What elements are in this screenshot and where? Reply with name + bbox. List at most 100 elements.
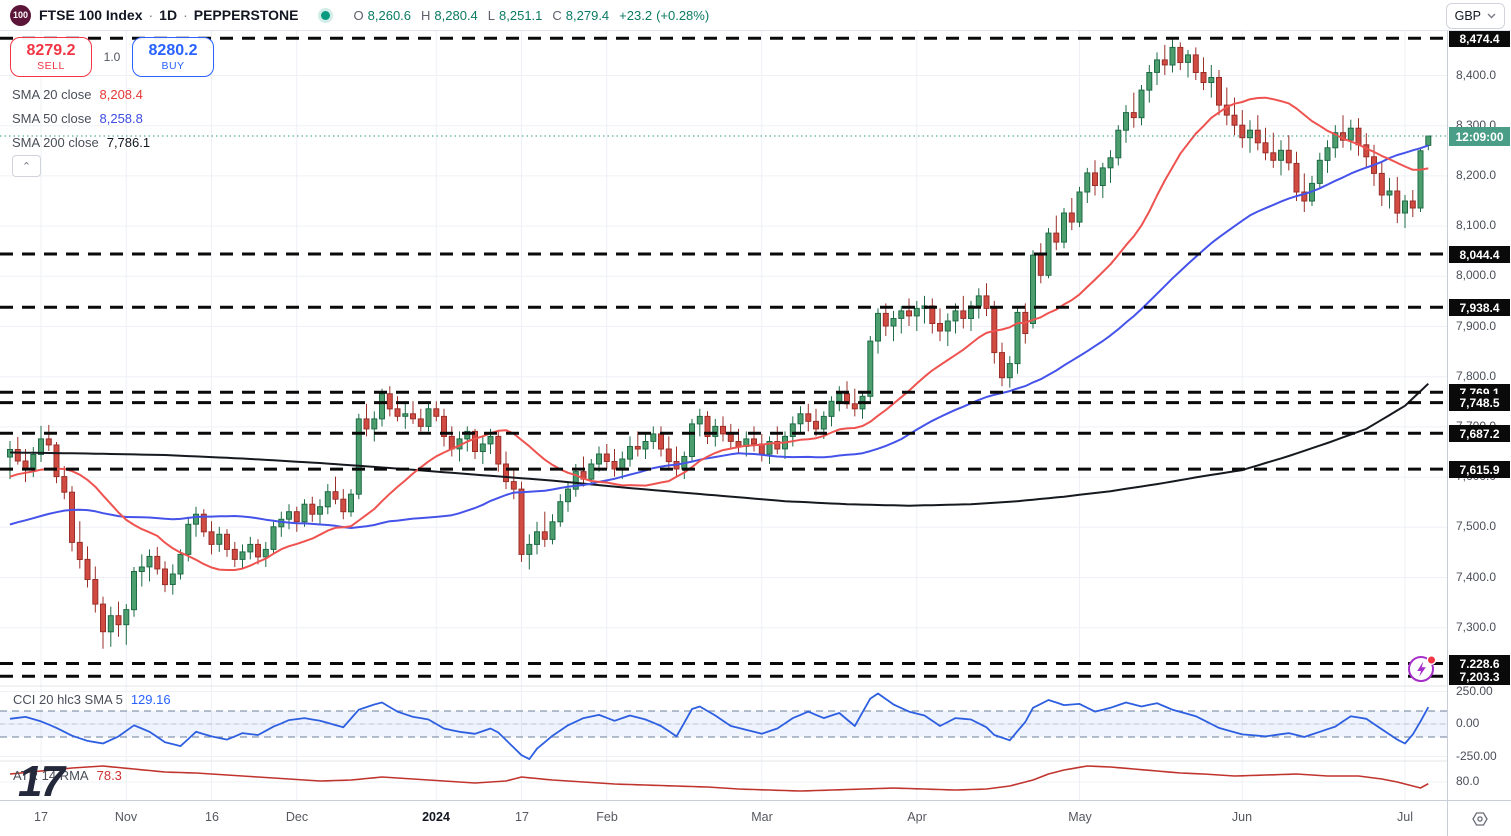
support-resistance-lines[interactable] bbox=[0, 36, 1447, 678]
candle bbox=[169, 564, 176, 595]
lightning-bolt-icon[interactable] bbox=[1406, 652, 1438, 684]
time-tick-label: Apr bbox=[907, 810, 927, 824]
candle bbox=[588, 459, 595, 485]
candle bbox=[394, 396, 401, 422]
symbol-title[interactable]: FTSE 100 Index bbox=[39, 7, 143, 23]
candle bbox=[766, 436, 773, 464]
candle bbox=[495, 431, 502, 472]
candle bbox=[580, 456, 587, 487]
symbol-logo-icon: 100 bbox=[10, 4, 31, 26]
candle bbox=[154, 546, 161, 575]
price-axis[interactable]: 8,400.0 8,300.0 8,200.0 8,100.0 8,000.0 7,900… bbox=[1447, 31, 1511, 800]
candle bbox=[1161, 44, 1168, 75]
sma50-value: 8,258.8 bbox=[99, 110, 143, 126]
legend-row-sma50[interactable]: SMA 50 close 8,258.8 bbox=[12, 106, 150, 130]
time-tick-label: 2024 bbox=[422, 810, 450, 824]
sma20-line[interactable] bbox=[9, 96, 1429, 571]
candle bbox=[146, 549, 153, 582]
candle bbox=[929, 298, 936, 334]
candle bbox=[619, 451, 626, 480]
candle bbox=[983, 283, 990, 316]
interval-label[interactable]: 1D bbox=[159, 7, 178, 23]
candle bbox=[332, 476, 339, 505]
candle bbox=[425, 403, 432, 432]
candle bbox=[1278, 140, 1284, 176]
candle bbox=[216, 526, 223, 552]
candle bbox=[1293, 151, 1300, 201]
candle bbox=[627, 436, 633, 467]
candle bbox=[262, 541, 269, 567]
time-axis-settings-icon[interactable] bbox=[1471, 810, 1489, 828]
candle bbox=[1402, 195, 1408, 229]
candle bbox=[200, 509, 207, 537]
exchange-label[interactable]: PEPPERSTONE bbox=[193, 7, 299, 23]
level-price-label: 7,938.4 bbox=[1449, 299, 1510, 316]
candle bbox=[317, 499, 323, 525]
atr-line[interactable] bbox=[9, 765, 1429, 792]
candle bbox=[1185, 49, 1191, 78]
collapse-legend-button[interactable]: ⌃ bbox=[12, 155, 41, 177]
time-axis[interactable]: 17 Nov 16 Dec 2024 17 Feb Mar Apr May Jun Jul bbox=[0, 800, 1447, 836]
candle bbox=[1068, 198, 1075, 231]
cci-pane-title-row[interactable]: CCI 20 hlc3 SMA 5 129.16 bbox=[13, 692, 171, 707]
candle bbox=[193, 506, 199, 537]
atr-title: ATR 14 RMA bbox=[13, 768, 89, 783]
sma50-line[interactable] bbox=[9, 144, 1429, 529]
candle bbox=[309, 496, 316, 522]
candle bbox=[379, 388, 385, 427]
candle bbox=[1169, 38, 1176, 73]
candle bbox=[1394, 176, 1401, 224]
time-tick-label: 17 bbox=[515, 810, 529, 824]
candle bbox=[1254, 115, 1261, 151]
candle bbox=[774, 426, 781, 454]
candle bbox=[1130, 92, 1137, 128]
candle bbox=[890, 310, 897, 342]
candle bbox=[1177, 42, 1184, 70]
candle bbox=[1014, 308, 1021, 374]
candle bbox=[999, 342, 1005, 387]
bar-countdown-label[interactable]: 12:09:00 bbox=[1449, 127, 1510, 146]
change-percent: (+0.28%) bbox=[656, 7, 710, 23]
high-label: H bbox=[421, 7, 431, 23]
cci-title: CCI 20 hlc3 SMA 5 bbox=[13, 692, 123, 707]
vertical-gridlines bbox=[40, 31, 1406, 800]
indicator-legend: SMA 20 close 8,208.4 SMA 50 close 8,258.… bbox=[12, 82, 150, 154]
sma200-line[interactable] bbox=[9, 382, 1429, 507]
candle bbox=[510, 469, 517, 500]
candle bbox=[239, 544, 246, 570]
atr-value: 78.3 bbox=[96, 768, 122, 783]
currency-label: GBP bbox=[1454, 9, 1481, 23]
symbol-title-group[interactable]: FTSE 100 Index · 1D · PEPPERSTONE bbox=[39, 7, 299, 23]
candle bbox=[650, 426, 657, 449]
candle bbox=[875, 308, 881, 354]
sell-button[interactable]: 8279.2 SELL bbox=[10, 37, 92, 77]
candle bbox=[1417, 147, 1424, 212]
candle bbox=[960, 295, 967, 329]
candle bbox=[386, 386, 393, 417]
candle bbox=[1115, 125, 1122, 166]
title-separator: · bbox=[183, 7, 188, 23]
candle bbox=[84, 546, 91, 588]
price-chart-canvas[interactable] bbox=[0, 31, 1447, 801]
buy-button[interactable]: 8280.2 BUY bbox=[132, 37, 214, 77]
sma50-name: SMA 50 close bbox=[12, 110, 92, 126]
buy-price: 8280.2 bbox=[148, 41, 198, 59]
close-label: C bbox=[552, 7, 562, 23]
ohlc-readout: O 8,260.6 H 8,280.4 L 8,251.1 C 8,279.4 … bbox=[354, 8, 710, 23]
currency-dropdown[interactable]: GBP bbox=[1445, 3, 1505, 29]
candle bbox=[441, 408, 447, 447]
axis-corner bbox=[1447, 800, 1511, 836]
cci-line[interactable] bbox=[9, 692, 1430, 760]
legend-row-sma20[interactable]: SMA 20 close 8,208.4 bbox=[12, 82, 150, 106]
legend-row-sma200[interactable]: SMA 200 close 7,786.1 bbox=[12, 130, 150, 154]
candle bbox=[224, 529, 230, 557]
candle bbox=[782, 431, 788, 459]
price-tick-label: 8,000.0 bbox=[1456, 268, 1497, 282]
candle bbox=[410, 401, 416, 424]
candle bbox=[1378, 161, 1385, 206]
candle bbox=[1409, 190, 1416, 218]
candle bbox=[906, 298, 912, 326]
atr-pane-title-row[interactable]: ATR 14 RMA 78.3 bbox=[13, 768, 122, 783]
